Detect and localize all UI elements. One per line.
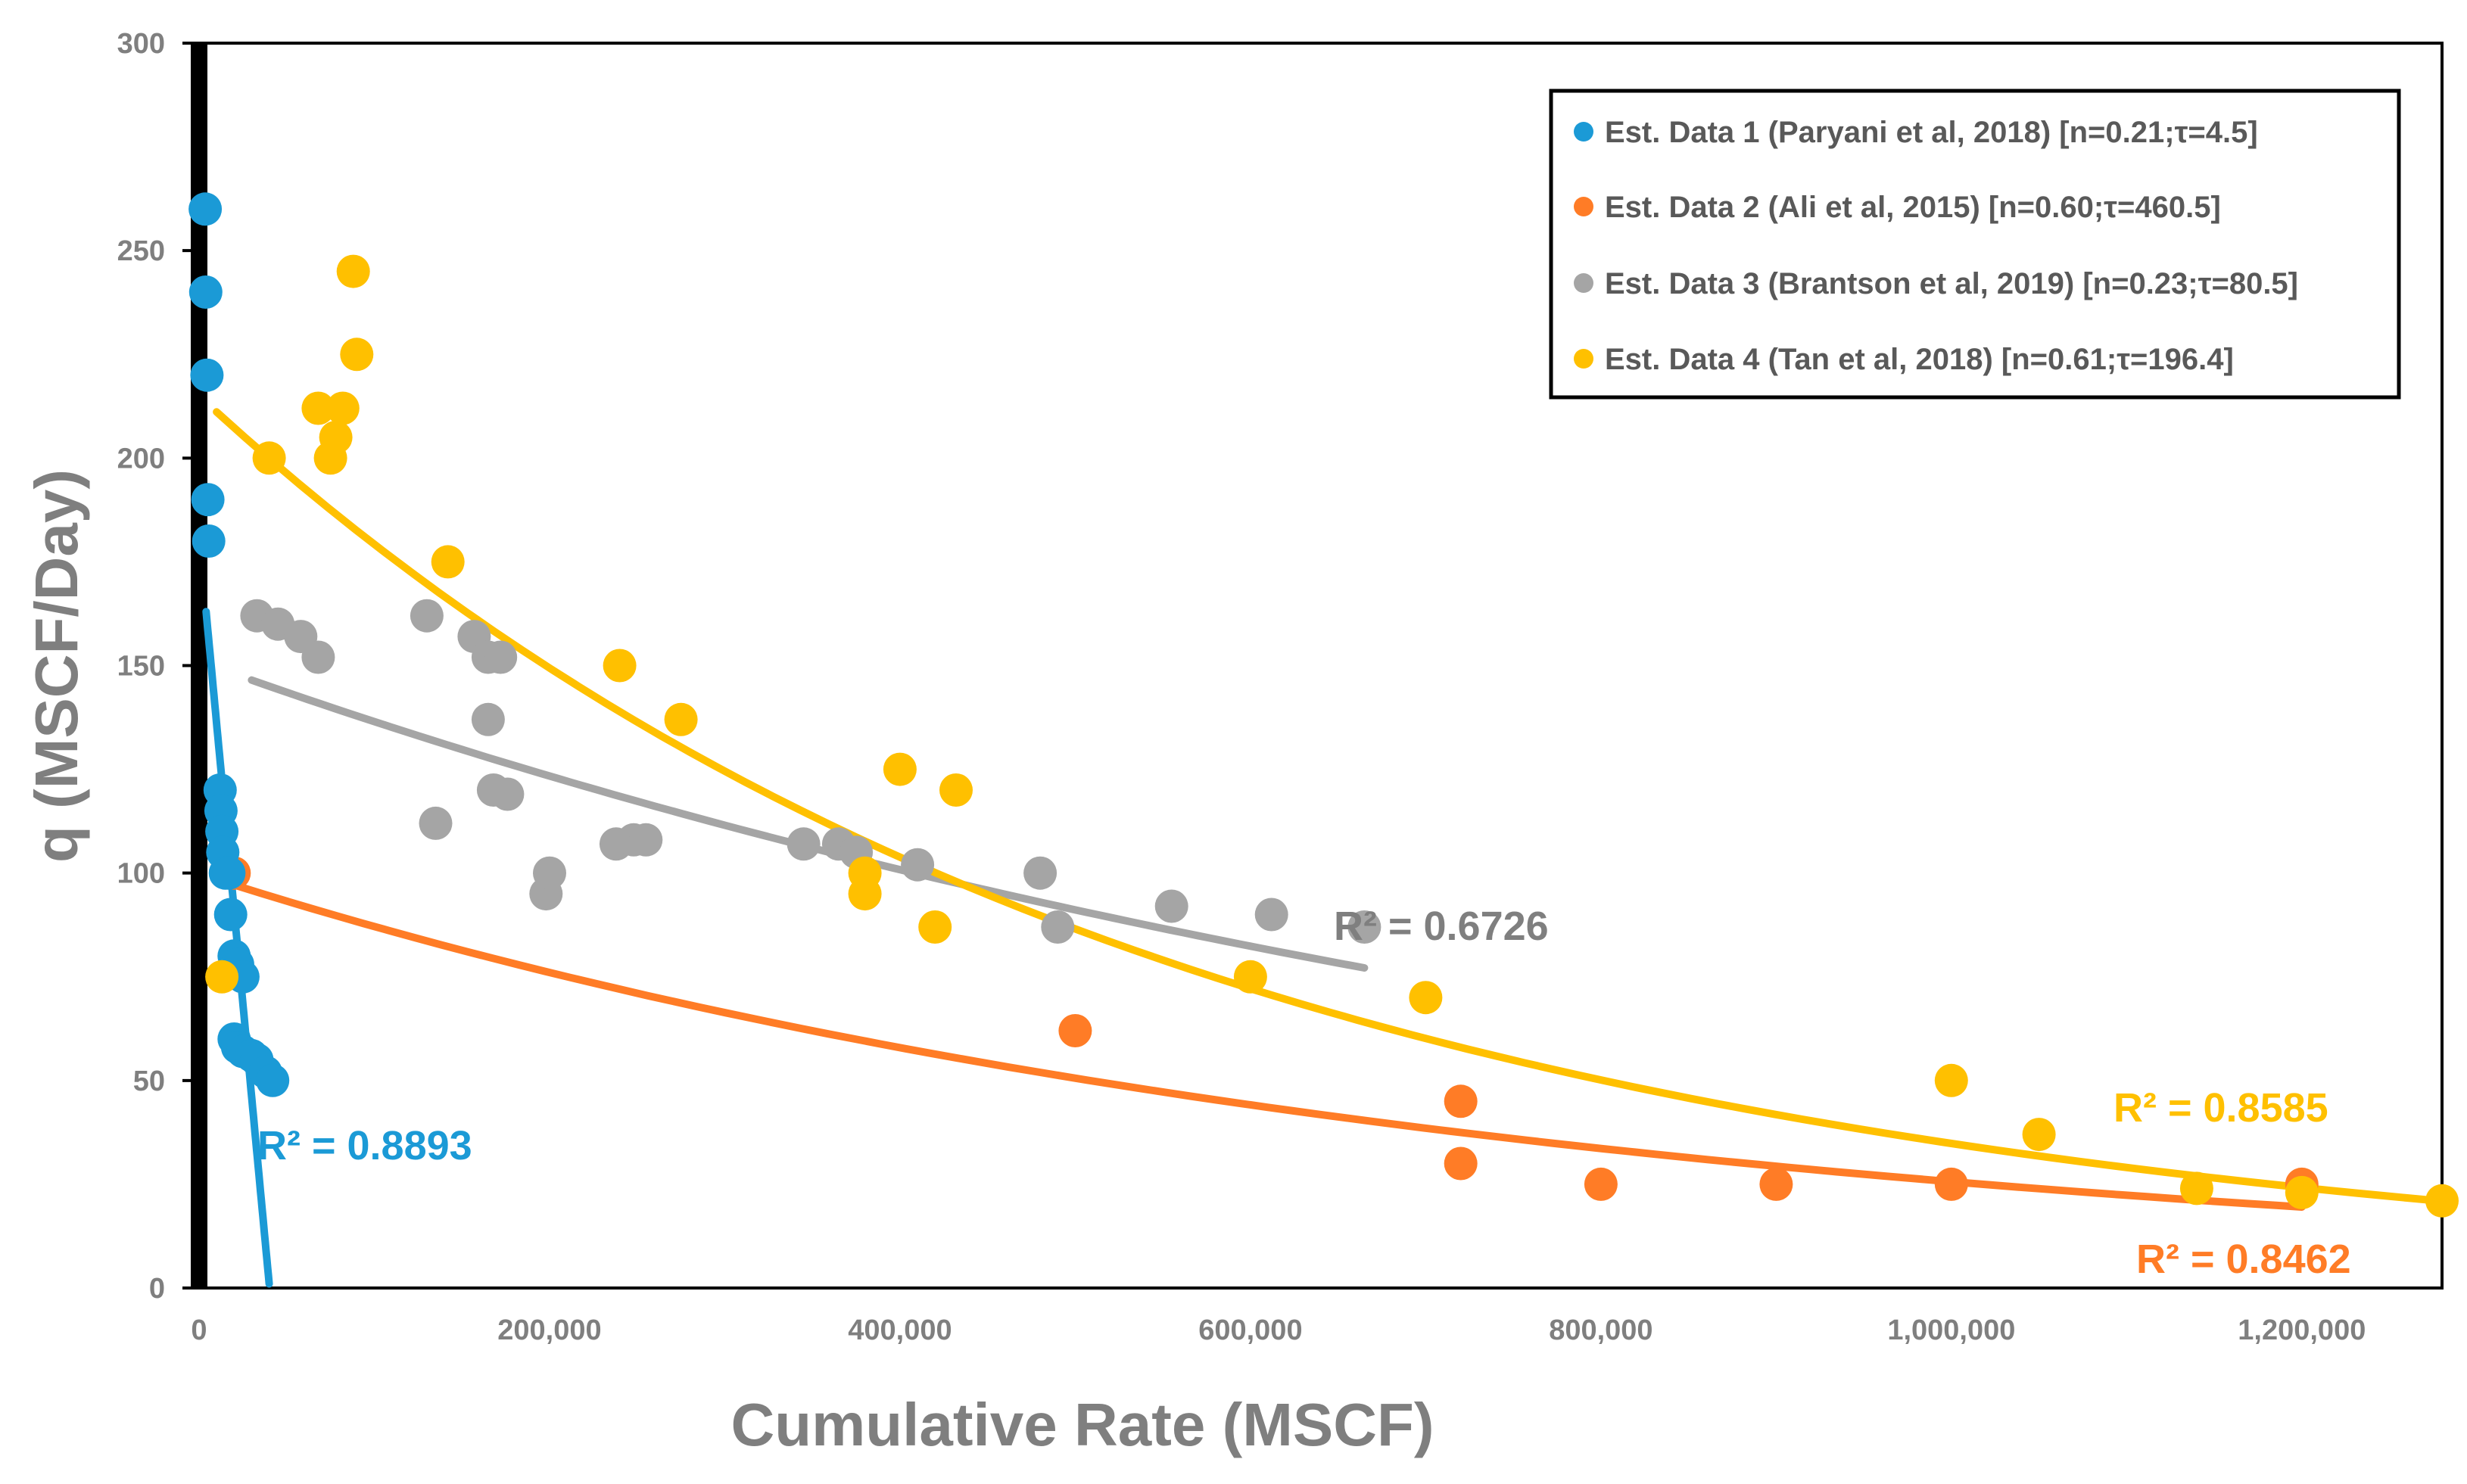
- legend-label-1: Est. Data 1 (Paryani et al, 2018) [n=0.2…: [1605, 116, 2258, 149]
- data-point-series-4: [1934, 1063, 1968, 1097]
- legend-label-4: Est. Data 4 (Tan et al, 2018) [n=0.61;τ=…: [1605, 343, 2234, 376]
- data-point-series-3: [533, 856, 566, 890]
- y-tick-label: 200: [117, 443, 165, 474]
- data-point-series-4: [2425, 1184, 2459, 1218]
- data-point-series-4: [252, 441, 286, 475]
- data-point-series-4: [918, 910, 952, 944]
- legend-marker-1: [1574, 122, 1593, 142]
- data-point-series-3: [484, 640, 518, 674]
- data-point-series-4: [883, 752, 917, 786]
- data-point-series-2: [1584, 1167, 1618, 1201]
- data-point-series-4: [2285, 1175, 2319, 1209]
- legend-label-3: Est. Data 3 (Brantson et al, 2019) [n=0.…: [1605, 267, 2298, 300]
- data-point-series-1: [188, 275, 223, 309]
- y-tick-label: 150: [117, 651, 165, 683]
- legend-item-4: Est. Data 4 (Tan et al, 2018) [n=0.61;τ=…: [1574, 343, 2234, 376]
- data-point-series-2: [1759, 1167, 1793, 1201]
- data-point-series-4: [340, 338, 374, 372]
- x-tick-label: 400,000: [848, 1314, 952, 1346]
- data-point-series-2: [1934, 1167, 1968, 1201]
- data-point-series-3: [410, 599, 444, 633]
- r2-label-series-3: R² = 0.6726: [1334, 904, 1549, 949]
- data-point-series-4: [326, 391, 360, 425]
- y-tick-label: 100: [117, 858, 165, 890]
- data-point-series-4: [603, 649, 637, 683]
- y-tick-label: 300: [117, 28, 165, 60]
- data-point-series-4: [319, 420, 353, 454]
- legend-label-2: Est. Data 2 (Ali et al, 2015) [n=0.60;τ=…: [1605, 191, 2221, 224]
- data-point-series-4: [205, 960, 239, 994]
- data-point-series-1: [192, 524, 226, 558]
- y-tick-label: 50: [133, 1066, 165, 1097]
- legend-item-3: Est. Data 3 (Brantson et al, 2019) [n=0.…: [1574, 267, 2298, 300]
- data-point-series-4: [939, 773, 973, 807]
- x-tick-label: 0: [191, 1314, 207, 1346]
- data-point-series-3: [1023, 856, 1058, 890]
- legend-item-1: Est. Data 1 (Paryani et al, 2018) [n=0.2…: [1574, 116, 2258, 149]
- data-point-series-4: [1233, 960, 1267, 994]
- data-point-series-4: [848, 877, 882, 911]
- legend-marker-3: [1574, 273, 1593, 293]
- data-point-series-1: [188, 192, 223, 226]
- data-point-series-3: [419, 806, 453, 840]
- x-tick-label: 600,000: [1198, 1314, 1302, 1346]
- data-point-series-3: [787, 827, 821, 861]
- y-tick-label: 250: [117, 235, 165, 267]
- data-point-series-1: [256, 1063, 290, 1097]
- data-point-series-4: [431, 545, 465, 579]
- x-tick-label: 800,000: [1549, 1314, 1652, 1346]
- data-point-series-4: [1409, 981, 1443, 1015]
- data-point-series-3: [1154, 889, 1188, 923]
- legend: Est. Data 1 (Paryani et al, 2018) [n=0.2…: [1549, 89, 2401, 400]
- x-tick-label: 1,000,000: [1887, 1314, 2015, 1346]
- data-point-series-3: [1041, 910, 1075, 944]
- data-point-series-2: [1444, 1084, 1478, 1118]
- r2-label-series-2: R² = 0.8462: [2136, 1237, 2351, 1282]
- data-point-series-3: [901, 848, 935, 882]
- trendline-series-4: [213, 408, 2446, 1206]
- legend-item-2: Est. Data 2 (Ali et al, 2015) [n=0.60;τ=…: [1574, 191, 2221, 224]
- data-point-series-4: [664, 702, 698, 736]
- y-axis-ticks: 0 50 100 150 200 250 300: [117, 28, 199, 1305]
- x-axis-ticks: 0 200,000 400,000 600,000 800,000 1,000,000 1,…: [191, 1314, 2366, 1346]
- legend-marker-4: [1574, 349, 1593, 369]
- data-point-series-3: [491, 777, 525, 811]
- legend-box: [1549, 89, 2401, 400]
- r2-label-series-1: R² = 0.8893: [257, 1123, 472, 1168]
- data-point-series-4: [2022, 1118, 2056, 1152]
- data-point-series-3: [1254, 898, 1288, 932]
- y-tick-label: 0: [149, 1273, 165, 1305]
- data-point-series-1: [190, 358, 224, 392]
- x-axis-title: Cumulative Rate (MSCF): [731, 1391, 1434, 1458]
- data-point-series-3: [1347, 910, 1381, 944]
- y-axis-title: q (MSCF/Day): [23, 469, 90, 863]
- data-points: [188, 192, 2459, 1218]
- r2-label-series-4: R² = 0.8585: [2113, 1085, 2328, 1131]
- x-tick-label: 1,200,000: [2238, 1314, 2366, 1346]
- data-point-series-3: [301, 640, 335, 674]
- data-point-series-4: [2179, 1171, 2213, 1206]
- data-point-series-4: [336, 254, 370, 288]
- legend-marker-2: [1574, 197, 1593, 216]
- data-point-series-2: [1444, 1146, 1478, 1181]
- data-point-series-1: [191, 483, 225, 517]
- x-tick-label: 200,000: [497, 1314, 601, 1346]
- data-point-series-2: [1058, 1014, 1092, 1047]
- data-point-series-3: [471, 702, 505, 736]
- data-point-series-1: [212, 856, 246, 890]
- data-point-series-3: [629, 823, 663, 857]
- data-point-series-1: [213, 898, 248, 932]
- data-point-series-4: [301, 391, 335, 425]
